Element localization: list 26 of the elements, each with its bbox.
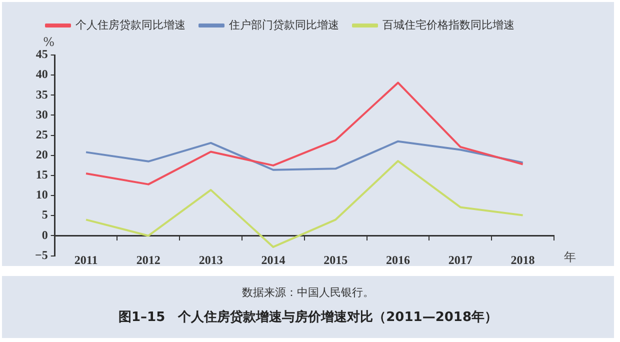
y-tick-label: 45 xyxy=(36,47,48,62)
x-tick-label: 2015 xyxy=(324,253,348,268)
legend-label: 住户部门贷款同比增速 xyxy=(229,18,339,32)
text: 图1–15 个人住房贷款增速与房价增速对比（2011—2018年） xyxy=(118,308,498,326)
y-tick-label: 35 xyxy=(36,87,48,102)
y-tick-label: 40 xyxy=(36,67,48,82)
y-tick-label: 20 xyxy=(36,147,48,162)
x-tick-label: 2018 xyxy=(510,253,535,268)
legend-label: 个人住房贷款同比增速 xyxy=(76,18,186,32)
x-axis-title: 年 xyxy=(564,250,576,264)
y-tick-label: 25 xyxy=(36,127,48,142)
y-tick-label: 15 xyxy=(36,168,48,182)
y-tick-label: 5 xyxy=(42,208,48,222)
legend-label: 百城住宅价格指数同比增速 xyxy=(382,18,514,32)
y-tick-label: 0 xyxy=(42,228,48,242)
source-note: 数据来源：中国人民银行。 xyxy=(241,285,375,300)
y-axis-title: % xyxy=(43,35,55,50)
x-tick-label: 2012 xyxy=(136,253,160,268)
y-tick-label: 10 xyxy=(36,188,48,202)
y-tick-label: −5 xyxy=(34,248,48,262)
x-tick-label: 2013 xyxy=(198,253,223,268)
x-tick-label: 2014 xyxy=(261,253,286,268)
x-tick-label: 2017 xyxy=(448,253,472,268)
x-tick-label: 2011 xyxy=(74,253,98,268)
x-tick-label: 2016 xyxy=(386,253,410,268)
y-tick-label: 30 xyxy=(36,107,48,122)
